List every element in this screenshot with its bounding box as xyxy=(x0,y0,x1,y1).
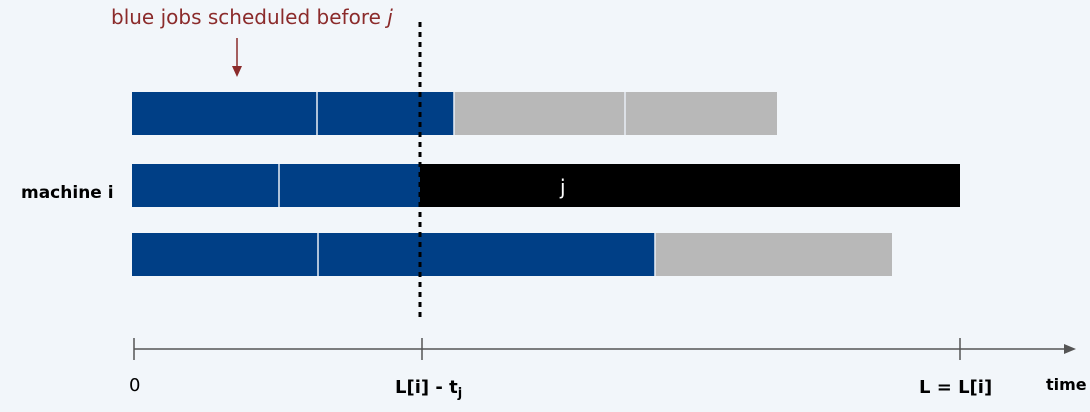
time-axis xyxy=(133,338,1076,360)
job-bar-row3-3 xyxy=(655,233,892,276)
tick-label-makespan: L = L[i] xyxy=(919,377,993,398)
job-bar-row1-4 xyxy=(625,92,777,135)
job-j-label: j xyxy=(559,175,566,199)
axis-time-label: time xyxy=(1046,375,1087,394)
down-arrow-icon xyxy=(232,66,242,77)
annotation-label: blue jobs scheduled before j xyxy=(111,5,393,29)
job-bar-row2-1 xyxy=(132,164,279,207)
tick-label-zero: 0 xyxy=(129,375,141,396)
job-bar-row1-2 xyxy=(317,92,454,135)
job-bar-row2-3 xyxy=(420,164,960,207)
axis-arrow-icon xyxy=(1064,344,1076,354)
tick-label-start-of-j: L[i] - tj xyxy=(395,377,463,401)
machine-label: machine i xyxy=(21,183,114,203)
job-bar-row1-1 xyxy=(132,92,317,135)
job-bar-row3-2 xyxy=(318,233,655,276)
job-bar-row3-1 xyxy=(132,233,318,276)
job-bar-row2-2 xyxy=(279,164,420,207)
job-bar-row1-3 xyxy=(454,92,625,135)
job-bars: j xyxy=(132,92,960,276)
